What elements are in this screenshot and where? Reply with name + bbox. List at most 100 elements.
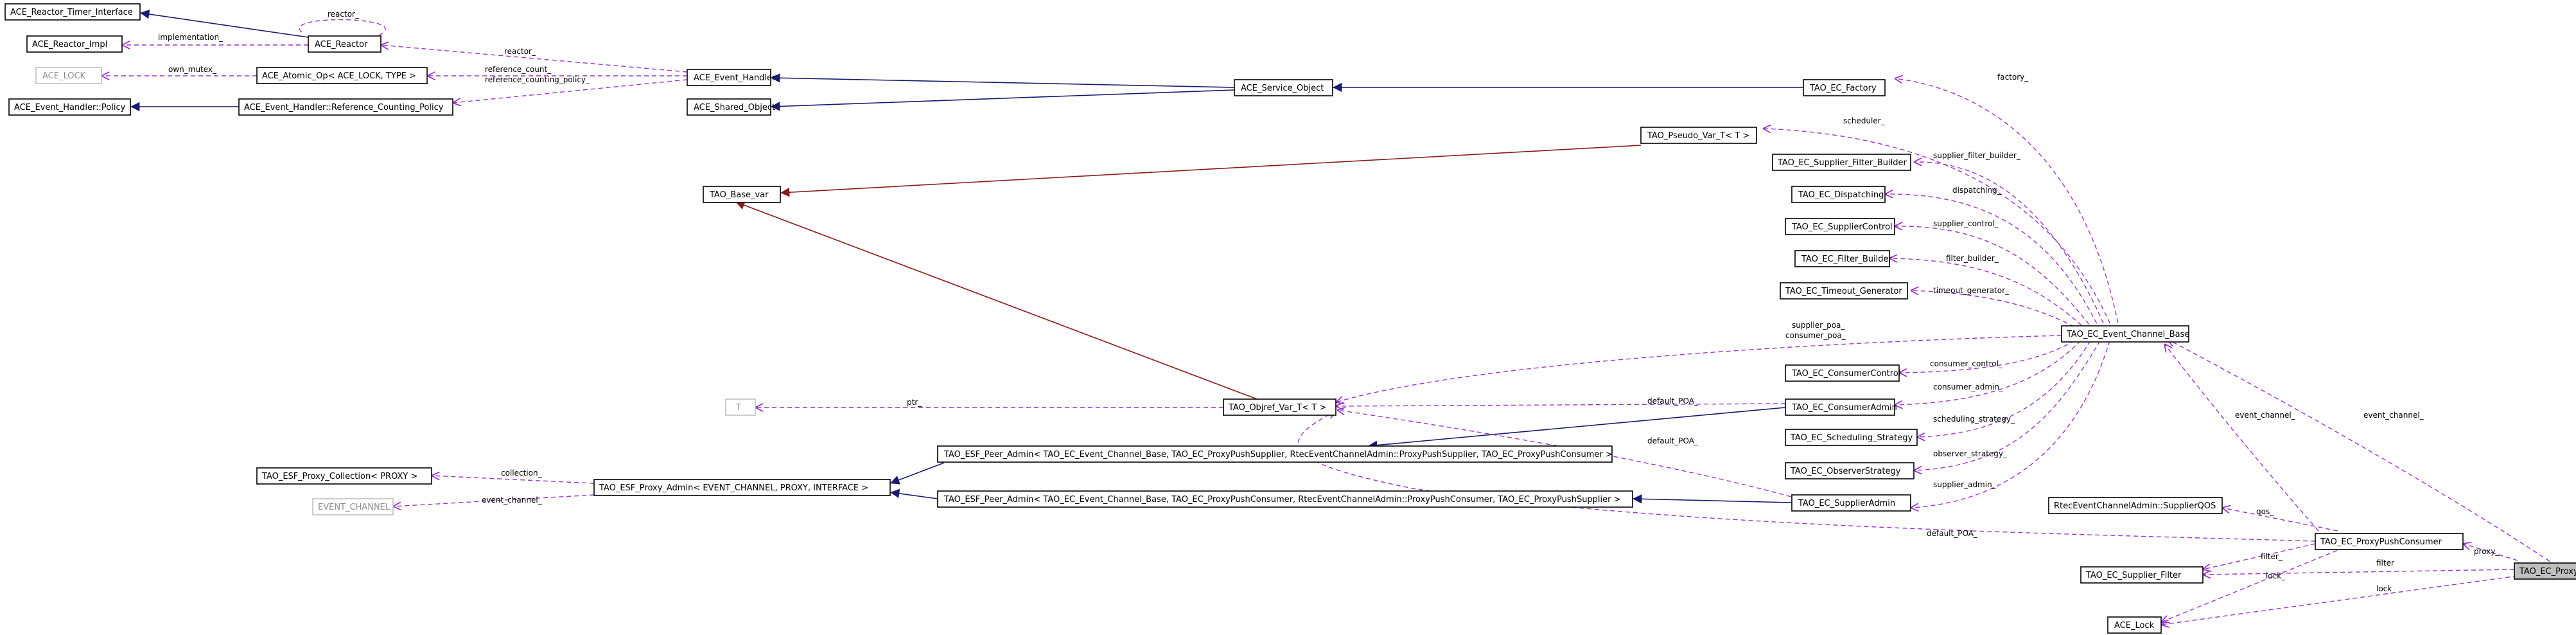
edge-label-supplier-poa: supplier_poa_ bbox=[1792, 321, 1845, 330]
svg-text:TAO_ESF_Proxy_Collection< PROX: TAO_ESF_Proxy_Collection< PROXY > bbox=[261, 472, 417, 481]
node-tao-esf-peer-admin-supplier[interactable]: TAO_ESF_Peer_Admin< TAO_EC_Event_Channel… bbox=[937, 445, 1613, 463]
nodes: ACE_Reactor_Timer_Interface ACE_Reactor_… bbox=[4, 3, 2576, 634]
edge-base-filter-builder bbox=[1889, 258, 2088, 331]
edge-peer-admin-consumer-inherits-proxy-admin bbox=[889, 488, 938, 499]
edge-label-timeout-generator: timeout_generator_ bbox=[1933, 286, 2010, 295]
node-rtec-supplier-qos[interactable]: RtecEventChannelAdmin::SupplierQOS bbox=[2048, 497, 2223, 514]
edge-label-filter-builder: filter_builder_ bbox=[1946, 254, 1999, 263]
node-ace-reactor-timer-interface[interactable]: ACE_Reactor_Timer_Interface bbox=[4, 3, 141, 21]
edge-event-handler-rcp bbox=[453, 79, 688, 103]
node-tao-esf-peer-admin-consumer[interactable]: TAO_ESF_Peer_Admin< TAO_EC_Event_Channel… bbox=[937, 490, 1633, 508]
node-ace-lock[interactable]: ACE_LOCK bbox=[35, 67, 102, 84]
node-t[interactable]: T bbox=[725, 398, 756, 416]
node-ace-reactor[interactable]: ACE_Reactor bbox=[308, 35, 381, 53]
node-tao-ec-event-channel-base[interactable]: TAO_EC_Event_Channel_Base bbox=[2061, 325, 2189, 343]
edge-label-event-channel-1: event_channel_ bbox=[482, 496, 543, 505]
edge-label-event-channel-3: event_channel_ bbox=[2363, 411, 2424, 420]
edges bbox=[101, 9, 2557, 625]
node-tao-ec-proxy-push-consumer[interactable]: TAO_EC_ProxyPushConsumer bbox=[2315, 533, 2464, 550]
node-ace-shared-object[interactable]: ACE_Shared_Object bbox=[687, 98, 775, 116]
edge-label-scheduling-strategy: scheduling_strategy_ bbox=[1933, 415, 2015, 424]
edge-label-supplier-admin: supplier_admin_ bbox=[1933, 480, 1997, 489]
node-tao-esf-proxy-collection[interactable]: TAO_ESF_Proxy_Collection< PROXY > bbox=[256, 467, 432, 485]
edge-labels: reactor_ implementation_ reactor_ own_mu… bbox=[158, 10, 2500, 593]
node-ace-lock-class[interactable]: ACE_Lock bbox=[2107, 616, 2162, 634]
svg-text:TAO_EC_Factory: TAO_EC_Factory bbox=[1809, 84, 1877, 93]
edge-reactor-inherits-timer-interface bbox=[139, 9, 309, 38]
node-tao-ec-filter-builder[interactable]: TAO_EC_Filter_Builder bbox=[1794, 250, 1892, 267]
svg-text:TAO_EC_ProxyPushConsumer_Guard: TAO_EC_ProxyPushConsumer_Guard bbox=[2519, 567, 2576, 577]
node-tao-ec-dispatching[interactable]: TAO_EC_Dispatching bbox=[1791, 186, 1886, 203]
node-tao-ec-factory[interactable]: TAO_EC_Factory bbox=[1803, 79, 1886, 96]
svg-text:TAO_EC_Supplier_Filter_Builder: TAO_EC_Supplier_Filter_Builder bbox=[1777, 158, 1907, 168]
svg-text:ACE_Atomic_Op< ACE_LOCK, TYPE: ACE_Atomic_Op< ACE_LOCK, TYPE > bbox=[262, 71, 416, 81]
edge-consumer-admin-inherits-peer-admin-supplier bbox=[1367, 407, 1786, 450]
svg-text:TAO_EC_ConsumerAdmin: TAO_EC_ConsumerAdmin bbox=[1791, 403, 1897, 413]
node-tao-pseudo-var[interactable]: TAO_Pseudo_Var_T< T > bbox=[1640, 127, 1757, 144]
svg-text:TAO_ESF_Peer_Admin< TAO_EC_Eve: TAO_ESF_Peer_Admin< TAO_EC_Event_Channel… bbox=[943, 495, 1621, 505]
edge-label-observer-strategy: observer_strategy_ bbox=[1933, 449, 2008, 458]
edge-guard-filter bbox=[2203, 569, 2515, 575]
svg-text:TAO_EC_ProxyPushConsumer: TAO_EC_ProxyPushConsumer bbox=[2320, 537, 2442, 547]
edge-service-object-inherits-event-handler bbox=[770, 73, 1235, 88]
node-tao-ec-supplier-filter[interactable]: TAO_EC_Supplier_Filter bbox=[2080, 566, 2204, 584]
svg-text:TAO_EC_Scheduling_Strategy: TAO_EC_Scheduling_Strategy bbox=[1790, 433, 1913, 443]
node-tao-ec-observer-strategy[interactable]: TAO_EC_ObserverStrategy bbox=[1785, 462, 1914, 479]
svg-text:ACE_Reactor_Timer_Interface: ACE_Reactor_Timer_Interface bbox=[10, 8, 133, 17]
node-tao-ec-proxy-push-consumer-guard[interactable]: TAO_EC_ProxyPushConsumer_Guard bbox=[2514, 562, 2576, 580]
node-ace-atomic-op[interactable]: ACE_Atomic_Op< ACE_LOCK, TYPE > bbox=[256, 67, 428, 84]
node-tao-ec-scheduling-strategy[interactable]: TAO_EC_Scheduling_Strategy bbox=[1785, 429, 1918, 446]
edge-label-scheduler: scheduler_ bbox=[1843, 116, 1886, 125]
node-tao-ec-timeout-generator[interactable]: TAO_EC_Timeout_Generator bbox=[1780, 282, 1908, 300]
node-ace-event-handler-policy[interactable]: ACE_Event_Handler::Policy bbox=[8, 98, 131, 116]
edge-label-filter-2: filter bbox=[2376, 559, 2394, 568]
edge-peer-admin-supplier-inherits-proxy-admin bbox=[889, 462, 945, 485]
edge-label-lock-1: lock_ bbox=[2266, 571, 2286, 580]
edge-base-factory bbox=[1895, 78, 2120, 331]
edge-proxy-consumer-event-channel bbox=[2164, 344, 2319, 532]
node-ace-service-object[interactable]: ACE_Service_Object bbox=[1234, 79, 1333, 96]
edge-label-lock-2: lock_ bbox=[2376, 584, 2396, 593]
svg-text:ACE_Event_Handler::Policy: ACE_Event_Handler::Policy bbox=[14, 103, 126, 112]
svg-text:TAO_EC_Filter_Builder: TAO_EC_Filter_Builder bbox=[1801, 255, 1892, 264]
edge-base-supplier-filter-builder bbox=[1914, 162, 2107, 331]
node-tao-ec-supplier-filter-builder[interactable]: TAO_EC_Supplier_Filter_Builder bbox=[1772, 154, 1911, 171]
node-tao-ec-consumer-admin[interactable]: TAO_EC_ConsumerAdmin bbox=[1785, 398, 1897, 416]
node-tao-esf-proxy-admin[interactable]: TAO_ESF_Proxy_Admin< EVENT_CHANNEL, PROX… bbox=[593, 479, 891, 496]
edge-label-default-poa-1: default_POA_ bbox=[1647, 397, 1699, 406]
svg-text:TAO_EC_ConsumerControl: TAO_EC_ConsumerControl bbox=[1791, 369, 1900, 379]
edge-label-default-poa-3: default_POA_ bbox=[1927, 529, 1978, 538]
node-tao-base-var[interactable]: TAO_Base_var bbox=[703, 186, 781, 203]
edge-label-dispatching: dispatching_ bbox=[1952, 186, 2002, 195]
node-ace-event-handler-rcp[interactable]: ACE_Event_Handler::Reference_Counting_Po… bbox=[238, 98, 453, 116]
node-ace-reactor-impl[interactable]: ACE_Reactor_Impl bbox=[26, 35, 123, 53]
edge-base-consumer-control bbox=[1899, 340, 2075, 373]
node-tao-ec-supplier-admin[interactable]: TAO_EC_SupplierAdmin bbox=[1791, 494, 1911, 512]
edge-base-observer-strategy bbox=[1914, 340, 2101, 470]
node-tao-objref-var[interactable]: TAO_Objref_Var_T< T > bbox=[1223, 398, 1336, 416]
edge-service-object-inherits-shared-object bbox=[770, 89, 1235, 111]
edge-objref-var-instance-of-base-var bbox=[735, 201, 1259, 400]
node-tao-ec-supplier-control[interactable]: TAO_EC_SupplierControl bbox=[1785, 218, 1895, 235]
svg-text:ACE_LOCK: ACE_LOCK bbox=[42, 71, 86, 81]
svg-text:ACE_Shared_Object: ACE_Shared_Object bbox=[694, 103, 775, 112]
edge-label-supplier-filter-builder: supplier_filter_builder_ bbox=[1933, 151, 2021, 160]
node-event-channel[interactable]: EVENT_CHANNEL bbox=[312, 498, 394, 515]
edge-label-implementation: implementation_ bbox=[158, 33, 223, 42]
edge-label-proxy: proxy_ bbox=[2474, 547, 2500, 556]
edge-base-supplier-admin bbox=[1911, 340, 2110, 508]
edge-base-poa bbox=[1336, 335, 2062, 402]
edge-label-consumer-control: consumer_control_ bbox=[1930, 359, 2003, 368]
svg-text:TAO_EC_Timeout_Generator: TAO_EC_Timeout_Generator bbox=[1785, 287, 1902, 296]
svg-text:ACE_Service_Object: ACE_Service_Object bbox=[1241, 84, 1324, 93]
svg-text:ACE_Reactor: ACE_Reactor bbox=[315, 40, 368, 49]
edge-label-own-mutex: own_mutex_ bbox=[168, 65, 217, 74]
edge-label-reference-counting-policy: reference_counting_policy_ bbox=[485, 75, 590, 84]
svg-text:T: T bbox=[735, 403, 741, 413]
edge-base-timeout-generator bbox=[1911, 291, 2081, 331]
svg-text:TAO_ESF_Peer_Admin< TAO_EC_Eve: TAO_ESF_Peer_Admin< TAO_EC_Event_Channel… bbox=[943, 450, 1613, 460]
edge-event-handler-reactor bbox=[381, 45, 688, 73]
node-ace-event-handler[interactable]: ACE_Event_Handler bbox=[687, 69, 776, 86]
node-tao-ec-consumer-control[interactable]: TAO_EC_ConsumerControl bbox=[1785, 364, 1900, 382]
